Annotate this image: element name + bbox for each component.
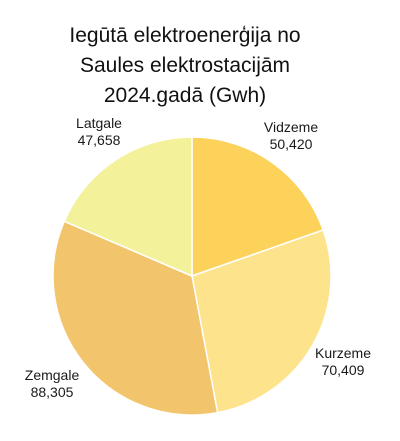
chart-title: Iegūtā elektroenerģija no Saules elektro… xyxy=(69,24,300,107)
chart-title-line-3: 2024.gadā (Gwh) xyxy=(104,84,266,107)
chart-title-line-2: Saules elektrostacijām xyxy=(80,54,290,77)
slice-value-vidzeme: 50,420 xyxy=(270,136,313,152)
slice-label-zemgale: Zemgale xyxy=(25,367,80,383)
slice-value-zemgale: 88,305 xyxy=(31,384,74,400)
chart-title-line-1: Iegūtā elektroenerģija no xyxy=(69,24,300,47)
pie-slice-latgale xyxy=(63,136,193,278)
slice-value-latgale: 47,658 xyxy=(78,132,121,148)
pie-slices xyxy=(52,136,332,416)
slice-label-latgale: Latgale xyxy=(76,115,122,131)
slice-label-vidzeme: Vidzeme xyxy=(264,119,318,135)
slice-label-kurzeme: Kurzeme xyxy=(315,345,371,361)
pie-slice-kurzeme xyxy=(191,229,332,414)
slice-value-kurzeme: 70,409 xyxy=(322,362,365,378)
